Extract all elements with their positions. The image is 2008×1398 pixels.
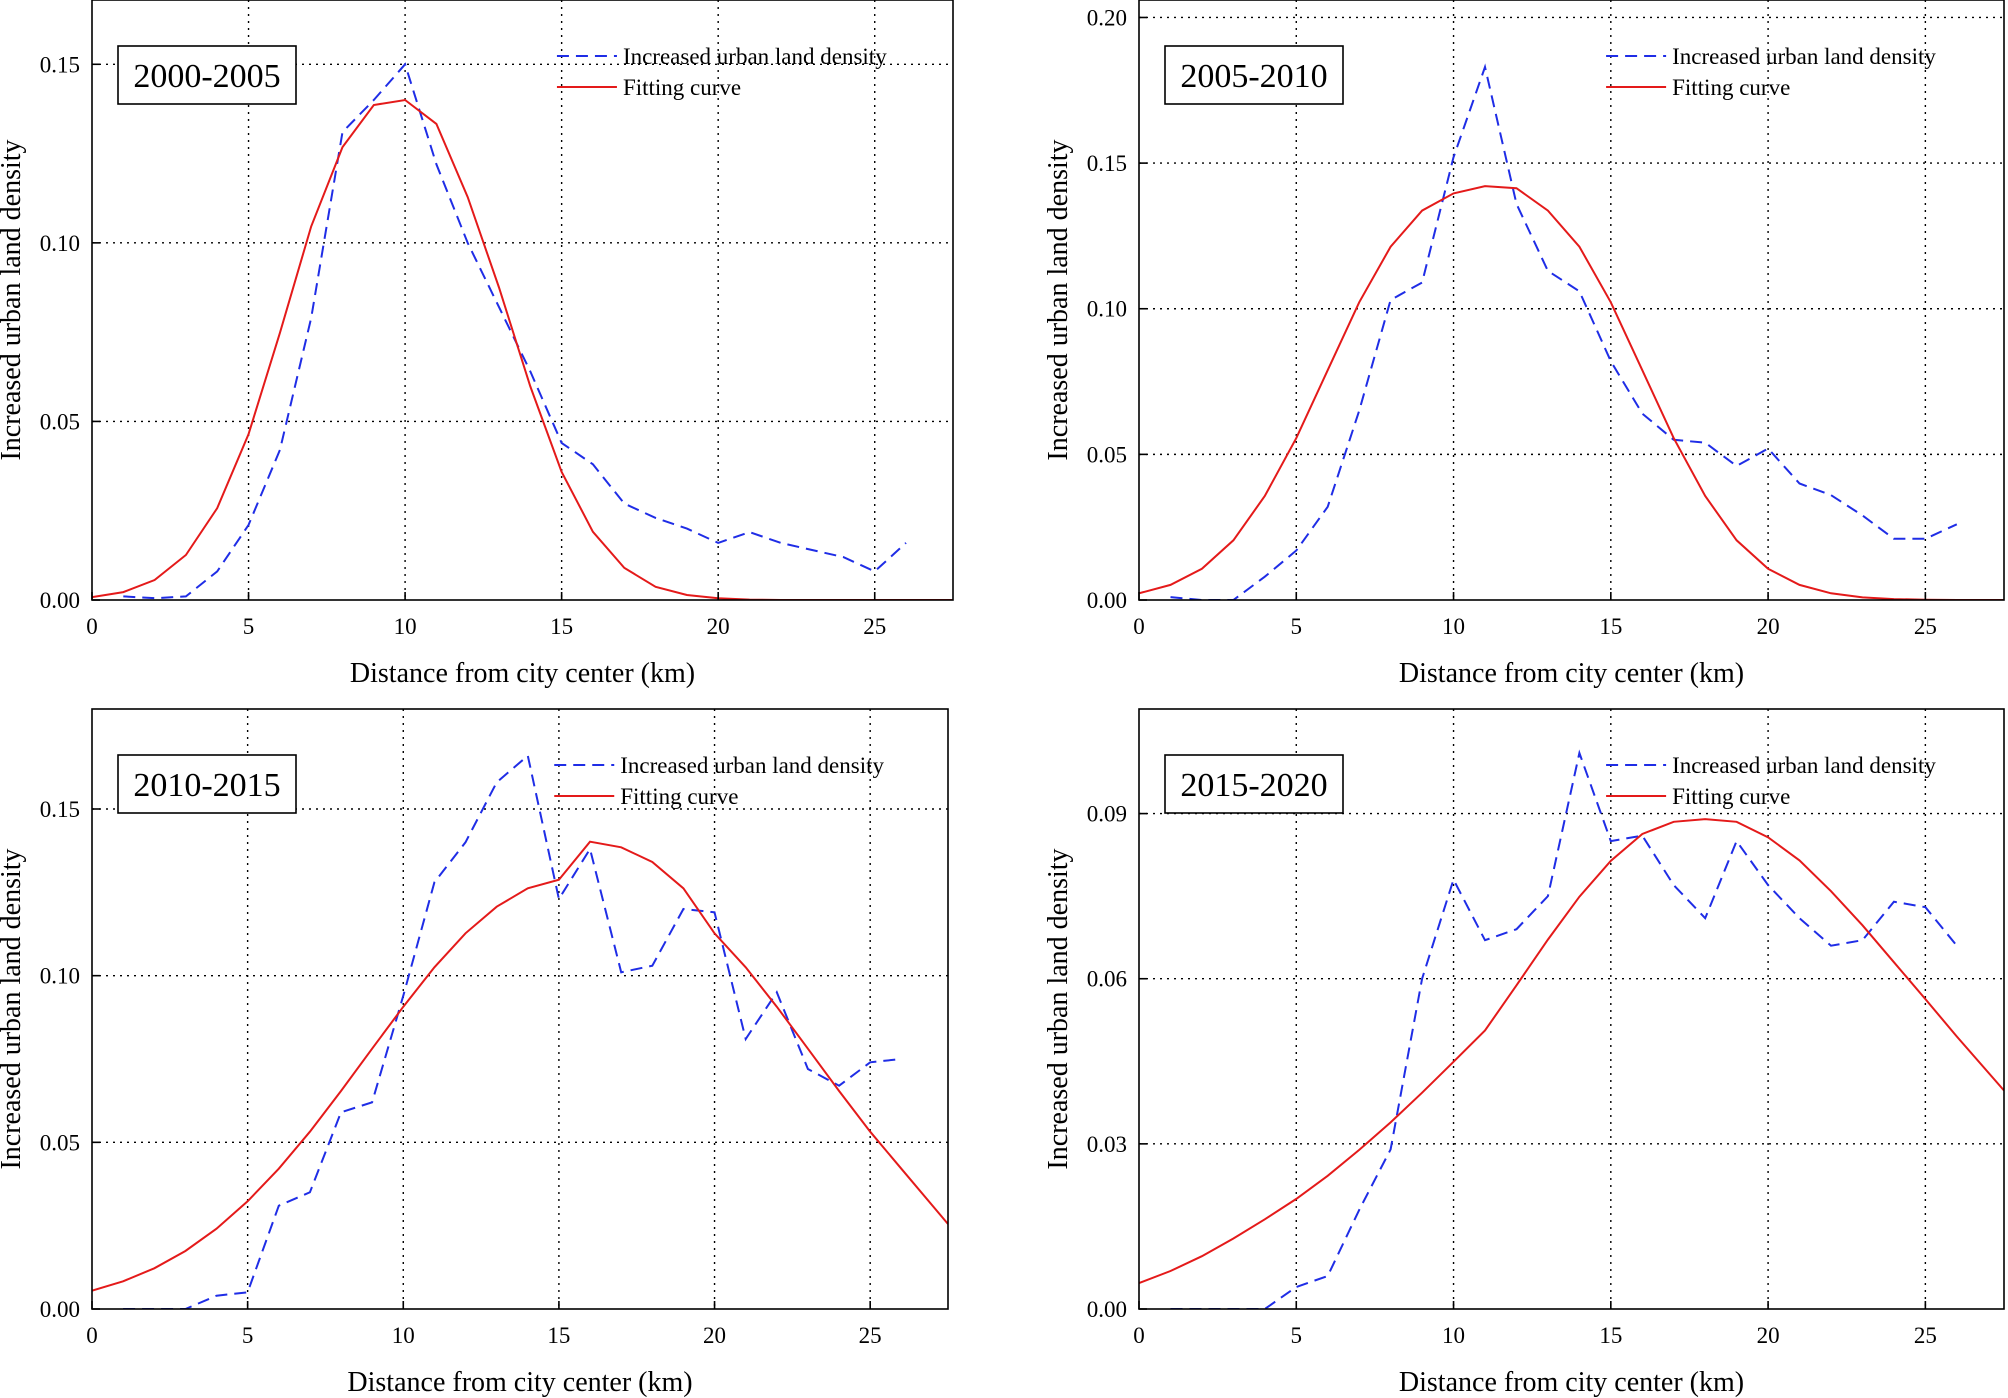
plot-frame	[91, 708, 949, 1310]
chart-panel-3: 0 5 10 15 20 25 0.00 0.05 0.10 0.15 Distance from …	[0, 708, 949, 1398]
y-tick-label: 0.05	[40, 1130, 80, 1155]
series-line-observed-density	[123, 753, 902, 1309]
legend-label: Fitting curve	[1672, 784, 1790, 809]
x-tick-label: 10	[1442, 614, 1465, 639]
x-tick-label: 5	[242, 1323, 254, 1348]
x-tick-label: 10	[1442, 1323, 1465, 1348]
period-label: 2015-2020	[1180, 767, 1327, 804]
legend-label: Fitting curve	[1672, 75, 1790, 100]
legend-label: Increased urban land density	[1672, 753, 1936, 778]
x-axis-title: Distance from city center (km)	[1399, 1367, 1744, 1398]
x-tick-label: 5	[243, 614, 255, 639]
y-tick-label: 0.15	[40, 52, 80, 77]
x-tick-label: 0	[1133, 614, 1145, 639]
legend: Increased urban land density Fitting curv…	[1606, 44, 1936, 100]
plot-frame	[1138, 708, 2005, 1310]
period-label-box	[1164, 45, 1344, 105]
y-axis-title: Increased urban land density	[1043, 848, 1074, 1169]
x-tick-label: 5	[1291, 1323, 1303, 1348]
y-tick-label: 0.10	[1087, 297, 1127, 322]
x-tick-label: 20	[1757, 1323, 1780, 1348]
series-group	[92, 62, 953, 600]
y-axis-title: Increased urban land density	[1043, 139, 1074, 460]
y-tick-label: 0.00	[40, 588, 80, 613]
chart-panel-2: 0 5 10 15 20 25 0.00 0.05 0.10 0.15 0.20 Distance f…	[1043, 0, 2005, 689]
y-tick-label: 0.10	[40, 964, 80, 989]
series-group	[1139, 749, 2004, 1309]
y-tick-label: 0.15	[40, 797, 80, 822]
series-line-fitting-curve	[1139, 185, 2004, 600]
x-tick-label: 20	[707, 614, 730, 639]
y-tick-label: 0.15	[1087, 151, 1127, 176]
series-line-fitting-curve	[92, 840, 948, 1292]
x-tick-label: 10	[392, 1323, 415, 1348]
legend-label: Fitting curve	[623, 75, 741, 100]
x-tick-label: 10	[394, 614, 417, 639]
y-tick-label: 0.03	[1087, 1132, 1127, 1157]
x-tick-label: 25	[1914, 1323, 1937, 1348]
y-tick-label: 0.00	[1087, 588, 1127, 613]
x-tick-label: 25	[859, 1323, 882, 1348]
x-tick-label: 0	[86, 1323, 98, 1348]
x-tick-label: 20	[1757, 614, 1780, 639]
x-tick-label: 5	[1291, 614, 1303, 639]
series-line-fitting-curve	[1139, 818, 2004, 1285]
legend: Increased urban land density Fitting curv…	[1606, 753, 1936, 809]
legend: Increased urban land density Fitting curv…	[554, 753, 884, 809]
series-group	[92, 753, 948, 1309]
chart-panel-1: 0 5 10 15 20 25 0.00 0.05 0.10 0.15 Distance from …	[0, 0, 954, 689]
x-tick-label: 0	[86, 614, 98, 639]
series-line-observed-density	[1170, 63, 1958, 600]
x-tick-label: 0	[1133, 1323, 1145, 1348]
y-tick-label: 0.00	[1087, 1297, 1127, 1322]
x-tick-label: 25	[1914, 614, 1937, 639]
x-tick-label: 15	[550, 614, 573, 639]
period-label-box	[117, 754, 297, 814]
y-tick-label: 0.20	[1087, 5, 1127, 30]
legend: Increased urban land density Fitting curv…	[556, 44, 887, 100]
y-tick-label: 0.06	[1087, 967, 1127, 992]
series-line-fitting-curve	[92, 98, 953, 600]
legend-label: Fitting curve	[620, 784, 738, 809]
y-tick-label: 0.05	[1087, 442, 1127, 467]
legend-label: Increased urban land density	[620, 753, 884, 778]
series-line-observed-density	[1170, 749, 1958, 1309]
y-tick-label: 0.09	[1087, 802, 1127, 827]
period-label: 2010-2015	[133, 767, 280, 804]
x-axis-title: Distance from city center (km)	[350, 658, 695, 689]
x-tick-label: 20	[703, 1323, 726, 1348]
x-tick-label: 15	[1599, 614, 1622, 639]
period-label: 2005-2010	[1180, 58, 1327, 95]
series-group	[1139, 63, 2004, 600]
legend-label: Increased urban land density	[623, 44, 887, 69]
plot-frame	[91, 0, 954, 601]
x-axis-title: Distance from city center (km)	[347, 1367, 692, 1398]
y-axis-title: Increased urban land density	[0, 139, 27, 460]
y-axis-title: Increased urban land density	[0, 848, 27, 1169]
period-label: 2000-2005	[133, 58, 280, 95]
plot-frame	[1138, 0, 2005, 601]
series-line-observed-density	[123, 62, 907, 600]
period-label-box	[117, 45, 297, 105]
chart-panel-4: 0 5 10 15 20 25 0.00 0.03 0.06 0.09 Distance from …	[1043, 708, 2005, 1398]
x-tick-label: 15	[1599, 1323, 1622, 1348]
y-tick-label: 0.00	[40, 1297, 80, 1322]
period-label-box	[1164, 754, 1344, 814]
x-axis-title: Distance from city center (km)	[1399, 658, 1744, 689]
y-tick-label: 0.05	[40, 409, 80, 434]
y-tick-label: 0.10	[40, 231, 80, 256]
legend-label: Increased urban land density	[1672, 44, 1936, 69]
x-tick-label: 25	[863, 614, 886, 639]
x-tick-label: 15	[547, 1323, 570, 1348]
